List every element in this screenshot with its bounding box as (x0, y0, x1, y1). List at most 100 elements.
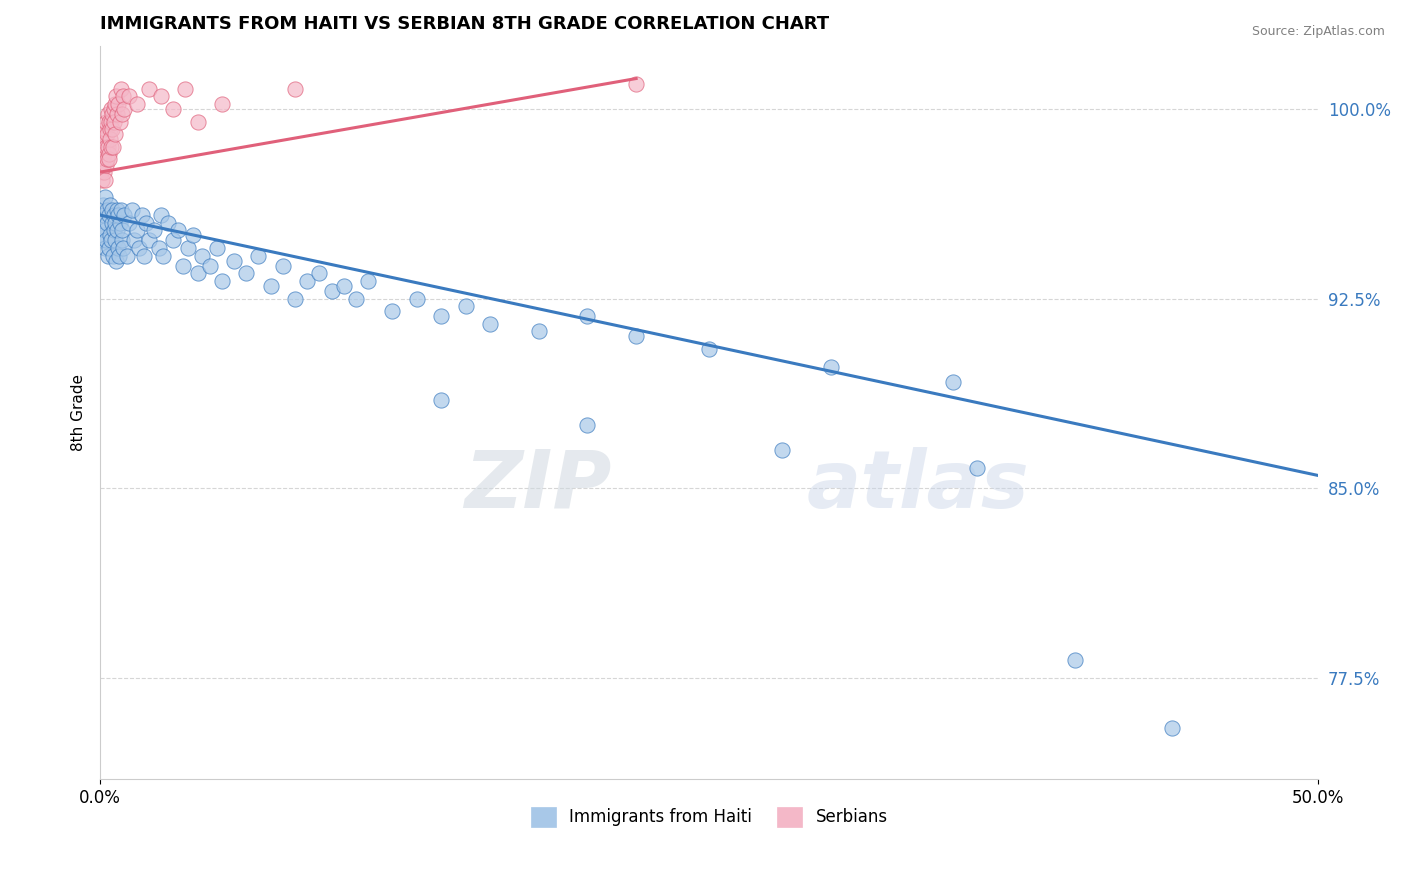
Point (91, 228, 114, 243)
Point (96, 114, 118, 128)
Point (101, 248, 124, 262)
Point (98, 122, 121, 136)
Legend: Immigrants from Haiti, Serbians: Immigrants from Haiti, Serbians (520, 797, 897, 837)
Point (100, 140, 122, 154)
Point (187, 266, 209, 280)
Point (454, 299, 477, 313)
Point (132, 248, 155, 262)
Point (405, 292, 427, 306)
Point (97, 114, 120, 128)
Point (94, 122, 117, 136)
Point (576, 417, 599, 432)
Point (148, 241, 170, 255)
Point (152, 248, 174, 262)
Point (100, 114, 122, 128)
Point (103, 223, 125, 237)
Text: IMMIGRANTS FROM HAITI VS SERBIAN 8TH GRADE CORRELATION CHART: IMMIGRANTS FROM HAITI VS SERBIAN 8TH GRA… (100, 15, 830, 33)
Point (624, 329, 647, 343)
Point (104, 96, 127, 111)
Point (114, 102, 136, 116)
Point (104, 216, 127, 230)
Point (624, 77, 647, 91)
Point (104, 233, 127, 247)
Point (97, 140, 120, 154)
Point (96, 157, 118, 171)
Point (1063, 653, 1085, 667)
Point (942, 375, 965, 389)
Point (90, 233, 112, 247)
Point (100, 233, 122, 247)
Point (94, 223, 117, 237)
Point (104, 253, 127, 268)
Point (177, 241, 200, 255)
Point (697, 342, 720, 356)
Point (211, 274, 233, 288)
Point (108, 248, 131, 262)
Point (101, 216, 124, 230)
Point (101, 107, 124, 121)
Point (108, 114, 131, 128)
Point (90, 165, 112, 179)
Point (111, 107, 134, 121)
Point (271, 259, 294, 273)
Point (98, 228, 121, 243)
Point (142, 223, 165, 237)
Point (93, 165, 115, 179)
Point (97, 248, 120, 262)
Point (94, 190, 117, 204)
Point (103, 208, 125, 222)
Point (191, 248, 214, 262)
Text: atlas: atlas (807, 447, 1029, 524)
Point (96, 216, 118, 230)
Point (110, 81, 132, 95)
Point (107, 96, 129, 111)
Point (121, 202, 143, 217)
Point (96, 233, 118, 247)
Point (105, 107, 128, 121)
Point (104, 127, 127, 141)
Point (94, 140, 117, 154)
Point (284, 292, 307, 306)
Point (97, 147, 120, 161)
Point (181, 228, 204, 243)
Point (247, 248, 270, 262)
Point (138, 233, 160, 247)
Point (96, 202, 118, 217)
Point (344, 292, 367, 306)
Point (162, 102, 184, 116)
Point (172, 259, 194, 273)
Point (576, 309, 599, 323)
Point (115, 248, 138, 262)
Point (100, 102, 122, 116)
Point (98, 132, 121, 146)
Y-axis label: 8th Grade: 8th Grade (72, 374, 86, 450)
Text: ZIP: ZIP (464, 447, 612, 524)
Point (297, 274, 319, 288)
Point (135, 216, 157, 230)
Point (205, 241, 228, 255)
Point (162, 233, 184, 247)
Point (96, 127, 118, 141)
Point (93, 127, 115, 141)
Point (138, 81, 160, 95)
Point (101, 202, 124, 217)
Point (174, 81, 197, 95)
Point (107, 208, 129, 222)
Point (770, 443, 793, 458)
Point (93, 208, 115, 222)
Point (105, 223, 128, 237)
Point (131, 208, 153, 222)
Point (1161, 722, 1184, 736)
Point (430, 392, 453, 407)
Point (110, 202, 132, 217)
Point (97, 208, 120, 222)
Point (128, 241, 150, 255)
Point (104, 89, 127, 103)
Point (122, 233, 145, 247)
Point (125, 96, 148, 111)
Text: Source: ZipAtlas.com: Source: ZipAtlas.com (1251, 25, 1385, 38)
Point (118, 216, 141, 230)
Point (820, 359, 842, 374)
Point (107, 241, 129, 255)
Point (93, 241, 115, 255)
